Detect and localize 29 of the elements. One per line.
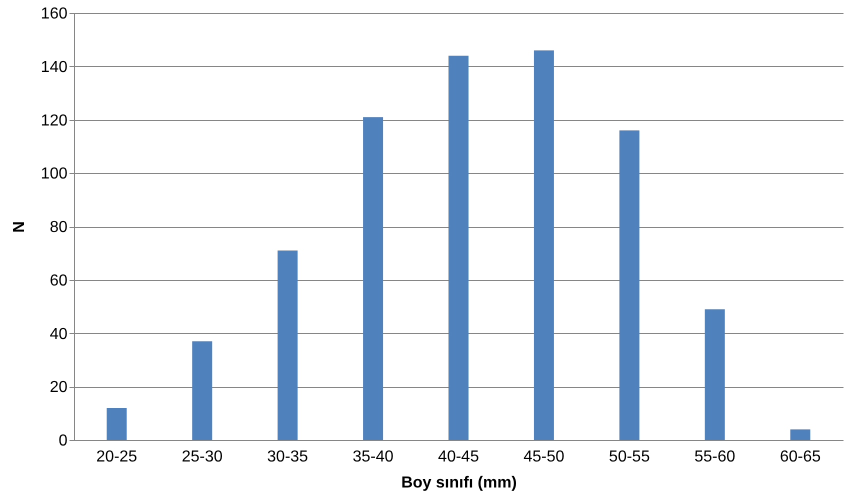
x-tick-label: 45-50 [523, 448, 565, 466]
x-axis-title: Boy sınıfı (mm) [401, 474, 517, 492]
y-tick-label: 80 [50, 219, 68, 236]
x-tick-label: 40-45 [438, 448, 480, 466]
x-tick-label: 60-65 [780, 448, 821, 466]
bar [192, 341, 212, 440]
y-tick-label: 120 [40, 112, 68, 130]
bar [619, 130, 640, 440]
x-tick-label: 25-30 [182, 448, 223, 466]
y-tick-label: 160 [40, 6, 68, 22]
x-tick-label: 55-60 [694, 448, 736, 466]
bar [363, 117, 384, 440]
y-tick-label: 100 [40, 166, 68, 183]
bar [704, 309, 725, 440]
bar [448, 56, 468, 440]
bar [106, 408, 127, 440]
y-tick-label: 140 [40, 58, 68, 76]
y-tick-label: 60 [50, 272, 68, 290]
bar [534, 50, 554, 440]
y-tick-label: 40 [50, 326, 68, 343]
y-tick-label: 0 [58, 432, 68, 450]
x-tick-label: 35-40 [352, 448, 394, 466]
x-tick-label: 30-35 [267, 448, 308, 466]
bar [790, 429, 810, 440]
y-tick-label: 20 [50, 379, 68, 396]
x-tick-label: 50-55 [608, 448, 650, 466]
bar [278, 250, 298, 440]
y-axis-title: N [10, 221, 28, 233]
x-tick-label: 20-25 [96, 448, 138, 466]
